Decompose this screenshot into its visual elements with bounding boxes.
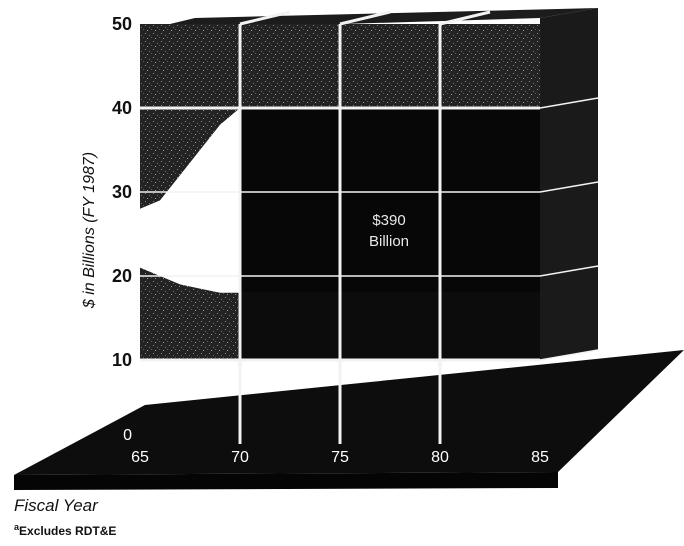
area-chart: 0 10 20 30 40 50 65 70 75 80 85 $ in Billions (FY … xyxy=(14,8,684,490)
grid-line-side-20 xyxy=(539,265,599,277)
x-tick-label: 75 xyxy=(331,449,349,466)
x-tick-label: 85 xyxy=(531,449,549,466)
y-tick-label: 20 xyxy=(112,266,132,286)
annotation-value: $390 xyxy=(372,212,405,229)
chart-floor-edge xyxy=(14,472,558,490)
y-tick-label: 30 xyxy=(112,182,132,202)
area-layer xyxy=(140,108,540,360)
x-tick-label: 80 xyxy=(431,449,449,466)
x-tick-label: 65 xyxy=(131,449,149,466)
area-gap xyxy=(140,108,240,293)
grid-layer xyxy=(140,10,599,444)
grid-line-top-75 xyxy=(339,10,391,26)
x-axis-label: Fiscal Year xyxy=(14,496,98,515)
footnote-marker: a xyxy=(14,522,20,532)
grid-line-top-70 xyxy=(239,10,291,26)
tick-layer: 0 10 20 30 40 50 65 70 75 80 85 xyxy=(112,14,549,466)
area-series-main xyxy=(240,108,540,293)
grid-line-side-30 xyxy=(539,181,599,193)
y-axis-label: $ in Billions (FY 1987) xyxy=(81,152,98,309)
footnote: aExcludes RDT&E xyxy=(14,522,116,538)
chart-side-face xyxy=(540,8,598,360)
footnote-text: Excludes RDT&E xyxy=(19,524,117,538)
y-tick-label: 10 xyxy=(112,350,132,370)
y-tick-label: 40 xyxy=(112,98,132,118)
y-tick-label: 50 xyxy=(112,14,132,34)
chart-floor xyxy=(14,350,684,475)
area-series-lower xyxy=(240,292,540,360)
grid-line-side-10 xyxy=(539,349,599,361)
y-tick-label: 0 xyxy=(123,427,132,444)
annotation-unit: Billion xyxy=(369,233,409,250)
grid-line-side-40 xyxy=(539,97,599,109)
grid-line-top-80 xyxy=(439,10,491,26)
x-tick-label: 70 xyxy=(231,449,249,466)
